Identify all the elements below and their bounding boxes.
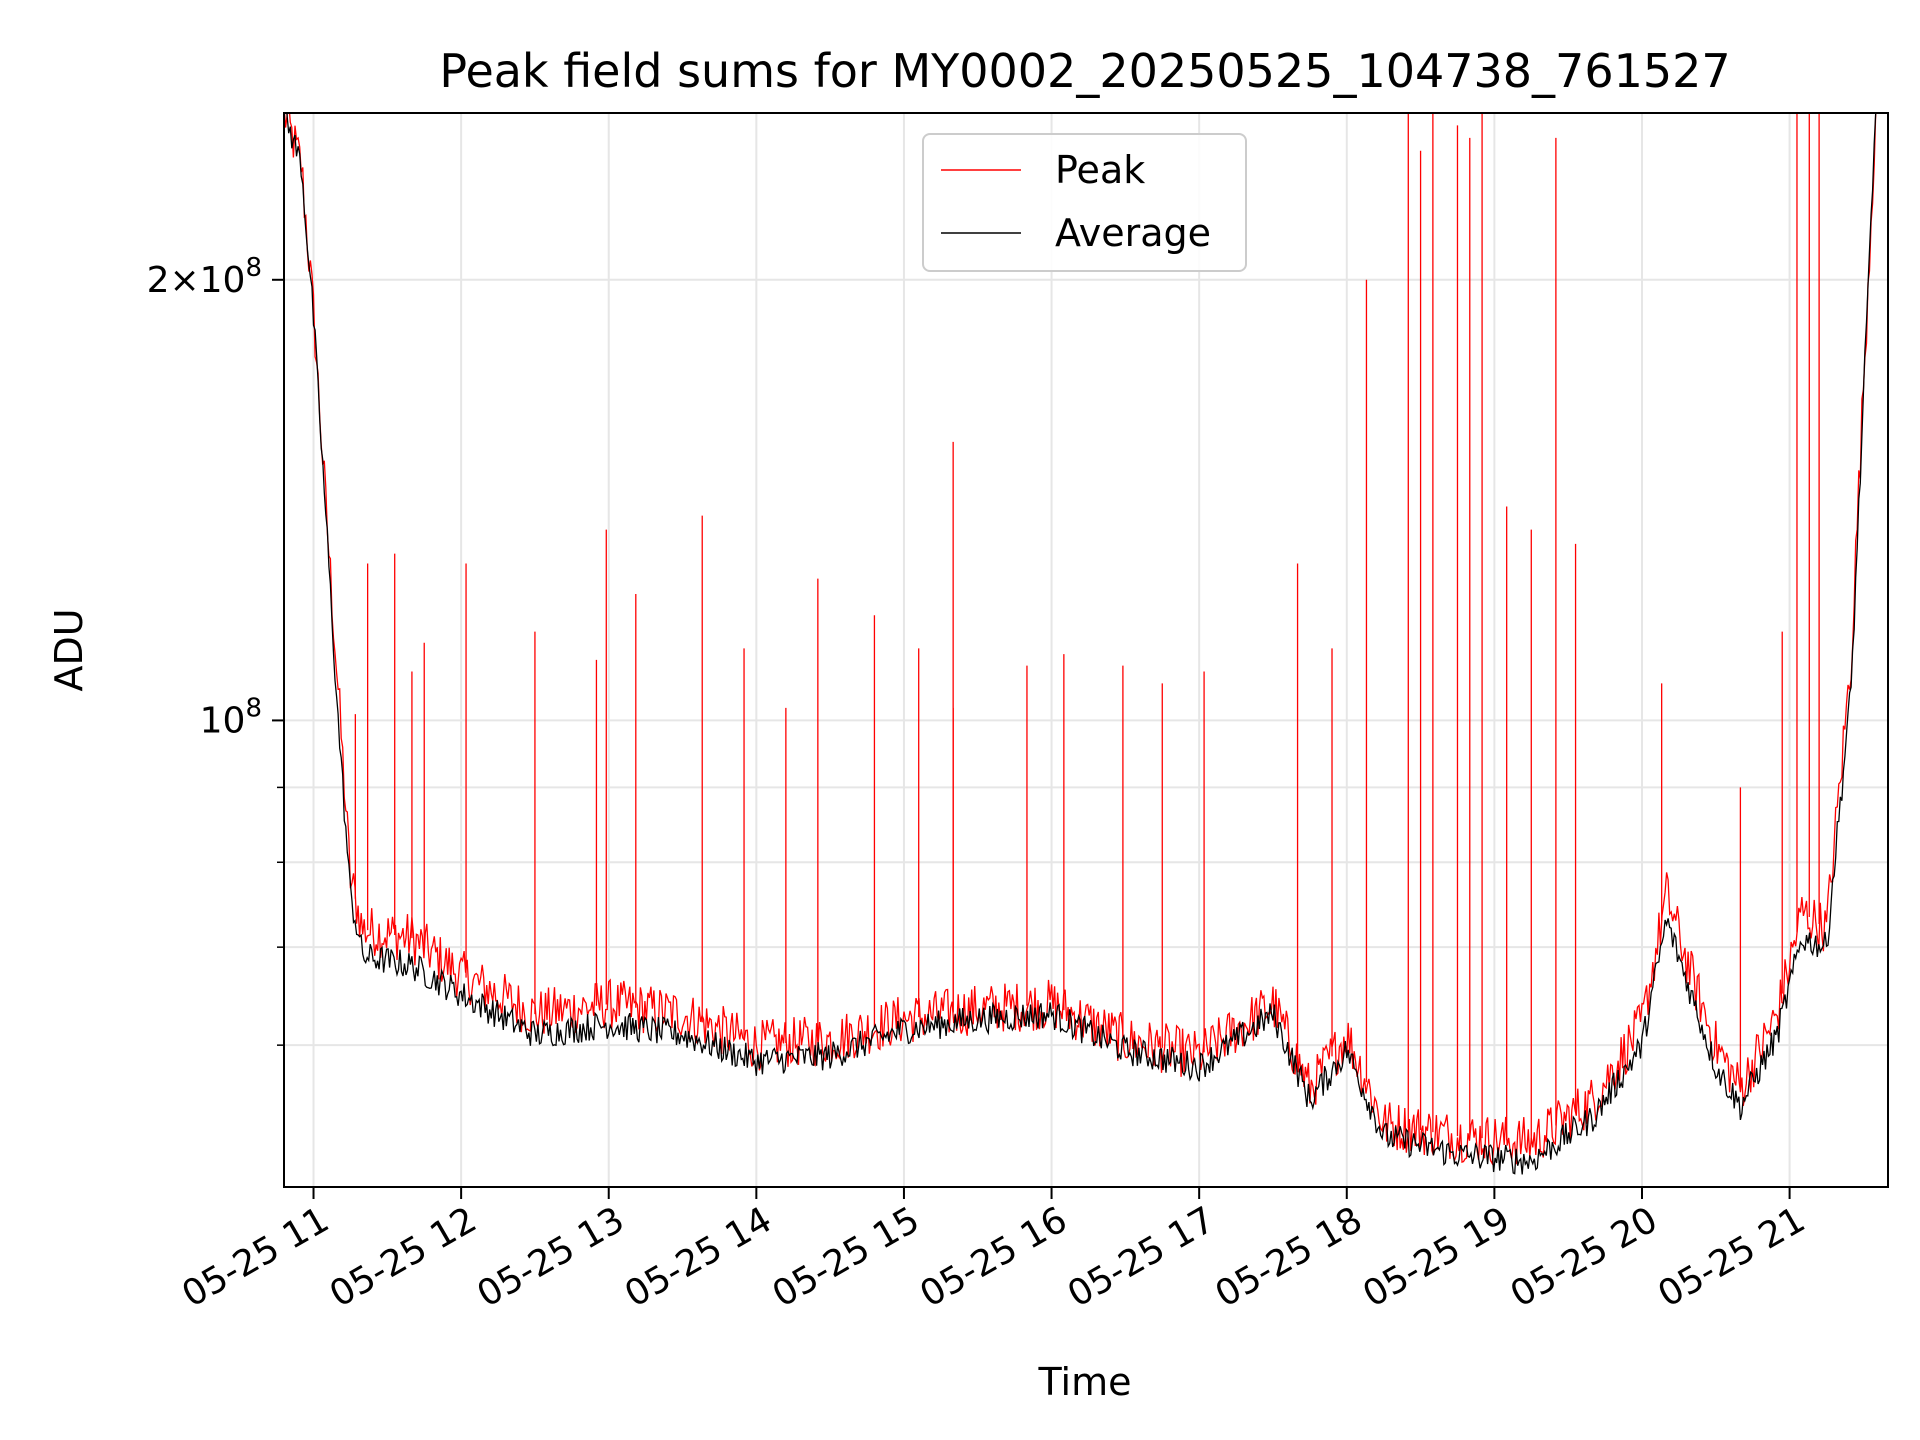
series-line-average bbox=[286, 113, 1877, 1175]
plot-area bbox=[284, 113, 1877, 1175]
y-tick-label: 108 bbox=[200, 693, 262, 741]
legend-label-average: Average bbox=[1055, 211, 1211, 255]
legend-box bbox=[922, 133, 1247, 272]
grid-lines bbox=[284, 113, 1888, 1187]
x-axis-label: Time bbox=[1038, 1360, 1132, 1404]
legend-label-peak: Peak bbox=[1055, 148, 1145, 192]
plot-frame bbox=[283, 112, 1889, 1188]
y-axis-label: ADU bbox=[47, 608, 91, 691]
y-axis-ticks: 108 2×108 bbox=[147, 253, 284, 1046]
chart-title: Peak field sums for MY0002_20250525_1047… bbox=[439, 44, 1730, 98]
legend: Peak Average bbox=[922, 133, 1247, 272]
y-tick-label: 2×108 bbox=[147, 253, 262, 301]
series-layer bbox=[284, 113, 1877, 1175]
